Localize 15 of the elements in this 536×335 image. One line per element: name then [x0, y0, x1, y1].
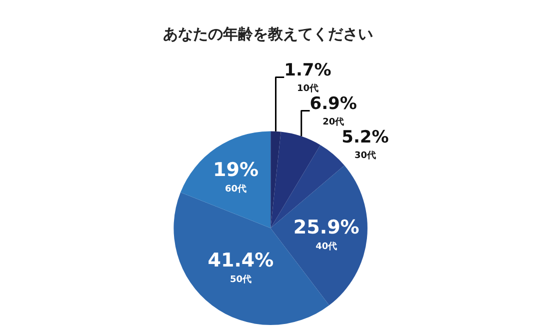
chart-title: あなたの年齢を教えてください — [163, 24, 373, 43]
slice-label: 50代 — [230, 274, 252, 286]
data-label: 41.4% — [208, 250, 274, 272]
slice-label: 10代 — [296, 83, 318, 94]
pie-slice — [270, 131, 281, 228]
pie-slice — [180, 131, 271, 228]
slice-label: 60代 — [224, 184, 246, 195]
slice-label: 20代 — [322, 116, 344, 128]
slice-label: 30代 — [354, 150, 376, 162]
data-label: 19% — [212, 158, 258, 181]
data-label: 6.9% — [310, 94, 357, 114]
data-label: 25.9% — [293, 216, 360, 238]
data-label: 5.2% — [342, 128, 389, 148]
data-label: 1.7% — [284, 60, 332, 80]
slice-label: 40代 — [316, 240, 338, 252]
